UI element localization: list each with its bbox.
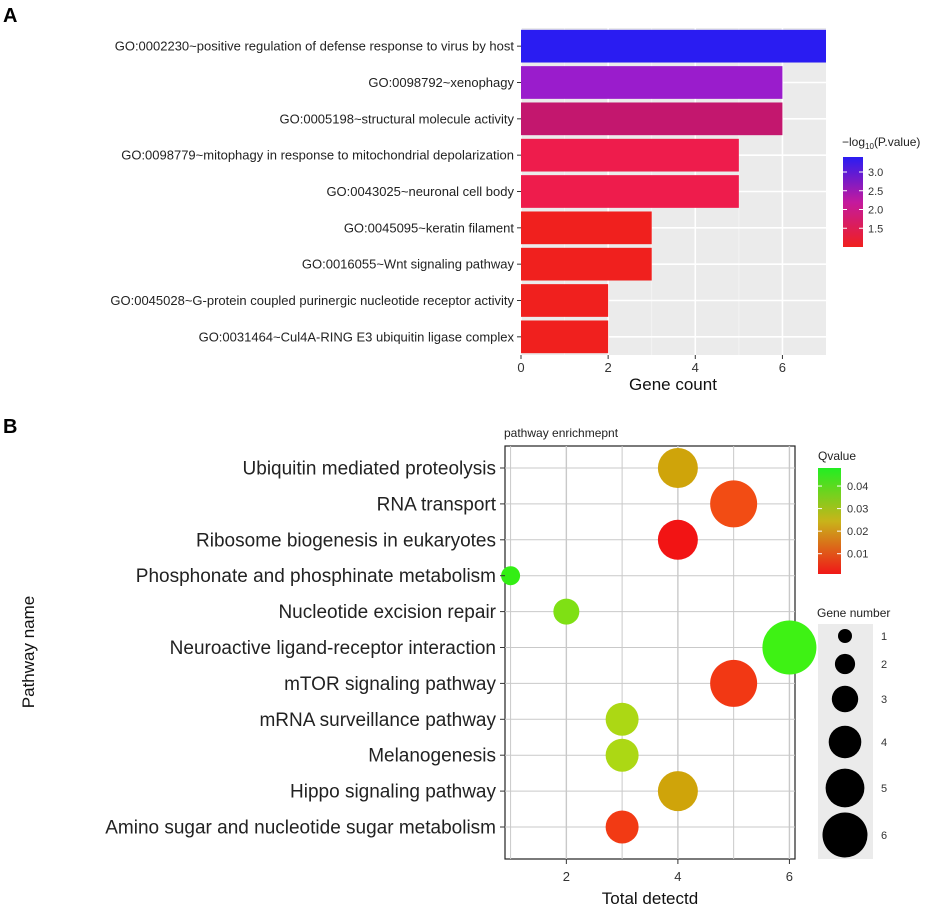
qvalue-legend-ticks: 0.04 0.03 0.02 0.01 <box>818 481 868 561</box>
pathway-dot <box>553 598 580 625</box>
gene-number-legend-label: 2 <box>881 659 887 671</box>
qvalue-legend: Qvalue 0.04 0.03 0.02 0.01 <box>818 449 868 574</box>
bar-x-tick-label: 0 <box>517 360 524 375</box>
pathway-label: Neuroactive ligand-receptor interaction <box>170 638 496 659</box>
dot-x-ticks: 2 4 6 <box>563 859 793 884</box>
pathway-dot <box>605 738 639 772</box>
pathway-dot-chart: pathway enrichmepnt Ubiquitin mediated p… <box>19 426 890 908</box>
gene-number-legend-entries: 1 2 3 4 5 6 <box>822 629 887 858</box>
dot-x-tick-label: 4 <box>674 869 681 884</box>
bar-category-label: GO:0031464~Cul4A-RING E3 ubiquitin ligas… <box>199 329 515 344</box>
bar-category-label: GO:0045028~G-protein coupled purinergic … <box>110 293 514 308</box>
pathway-label: RNA transport <box>377 494 497 515</box>
pathway-dot <box>605 702 639 736</box>
bar <box>521 29 826 63</box>
qvalue-legend-tick-label: 0.01 <box>847 549 868 561</box>
gene-number-legend-circle <box>831 685 859 713</box>
gene-number-legend-circle <box>828 725 862 759</box>
gene-number-legend-circle <box>838 629 852 643</box>
qvalue-legend-tick-label: 0.04 <box>847 481 868 493</box>
pvalue-legend-title: −log10(P.value) <box>842 135 920 151</box>
qvalue-legend-tick-label: 0.02 <box>847 526 868 538</box>
panel-b-letter: B <box>3 416 17 438</box>
bar-x-ticks: 0 2 4 6 <box>517 355 786 375</box>
bar <box>521 247 652 281</box>
pathway-label: mTOR signaling pathway <box>284 674 496 695</box>
gene-number-legend-title: Gene number <box>817 606 890 620</box>
pvalue-legend-tick-label: 1.5 <box>868 223 883 235</box>
pathway-label: Phosphonate and phosphinate metabolism <box>136 566 496 587</box>
bar-series <box>521 29 826 354</box>
gene-number-legend-label: 4 <box>881 737 887 749</box>
panel-a-letter: A <box>3 5 17 27</box>
qvalue-colorbar <box>818 468 841 574</box>
gene-number-legend-label: 3 <box>881 694 887 706</box>
pvalue-legend-tick-label: 2.5 <box>868 186 883 198</box>
pathway-dot <box>657 448 698 488</box>
bar-category-label: GO:0098779~mitophagy in response to mito… <box>121 148 514 163</box>
pathway-dot <box>501 566 521 586</box>
pvalue-legend-tick-label: 3.0 <box>868 167 883 179</box>
pathway-dot <box>657 519 698 560</box>
bar-category-label: GO:0002230~positive regulation of defens… <box>115 39 515 54</box>
bar-category-labels: GO:0002230~positive regulation of defens… <box>110 39 521 344</box>
bar-x-axis-title: Gene count <box>629 375 717 394</box>
pathway-dot <box>605 810 639 844</box>
pathway-label: Ubiquitin mediated proteolysis <box>243 459 496 480</box>
bar-category-label: GO:0005198~structural molecule activity <box>280 111 515 126</box>
pathway-dot <box>657 771 698 812</box>
dot-x-tick-label: 2 <box>563 869 570 884</box>
bar-x-tick-label: 2 <box>605 360 612 375</box>
pathway-label: mRNA surveillance pathway <box>259 710 496 731</box>
gene-number-legend-circle <box>822 812 868 858</box>
pathway-label: Amino sugar and nucleotide sugar metabol… <box>105 818 496 839</box>
bar-x-tick-label: 4 <box>692 360 699 375</box>
dot-series <box>501 448 817 844</box>
pathway-label: Ribosome biogenesis in eukaryotes <box>196 530 496 551</box>
bar <box>521 102 783 136</box>
qvalue-legend-title: Qvalue <box>818 449 856 463</box>
gene-number-legend-label: 5 <box>881 783 887 795</box>
qvalue-legend-tick-label: 0.03 <box>847 504 868 516</box>
bar <box>521 211 652 245</box>
pathway-dot <box>710 480 758 528</box>
pathway-dot <box>710 659 758 707</box>
dot-chart-title: pathway enrichmepnt <box>504 426 619 440</box>
pathway-label: Hippo signaling pathway <box>290 782 496 803</box>
bar-category-label: GO:0016055~Wnt signaling pathway <box>302 257 515 272</box>
bar <box>521 175 739 208</box>
dot-x-tick-label: 6 <box>786 869 793 884</box>
pvalue-colorbar <box>843 157 863 247</box>
bar-x-tick-label: 6 <box>779 360 786 375</box>
gene-number-legend-label: 6 <box>881 830 887 842</box>
gene-number-legend-circle <box>834 653 856 675</box>
bar <box>521 284 609 317</box>
gene-number-legend-label: 1 <box>881 631 887 643</box>
pathway-label: Melanogenesis <box>368 746 496 767</box>
gene-number-legend-circle <box>825 768 865 808</box>
bar <box>521 66 783 99</box>
pathway-dot <box>762 620 817 675</box>
dot-y-axis-title: Pathway name <box>19 596 38 708</box>
bar <box>521 138 739 172</box>
go-bar-chart: GO:0002230~positive regulation of defens… <box>110 28 920 394</box>
dot-x-axis-title: Total detectd <box>602 889 698 908</box>
bar-category-label: GO:0043025~neuronal cell body <box>326 184 514 199</box>
pvalue-legend: −log10(P.value) 3.0 2.5 2.0 1.5 <box>842 135 920 247</box>
pathway-label: Nucleotide excision repair <box>278 602 496 623</box>
bar <box>521 320 609 354</box>
bar-category-label: GO:0098792~xenophagy <box>368 75 514 90</box>
dot-category-labels: Ubiquitin mediated proteolysis RNA transp… <box>105 459 505 839</box>
bar-category-label: GO:0045095~keratin filament <box>344 220 515 235</box>
pvalue-legend-ticks: 3.0 2.5 2.0 1.5 <box>843 167 883 235</box>
pvalue-legend-tick-label: 2.0 <box>868 205 883 217</box>
gene-number-legend: Gene number 1 2 3 4 5 6 <box>817 606 890 859</box>
